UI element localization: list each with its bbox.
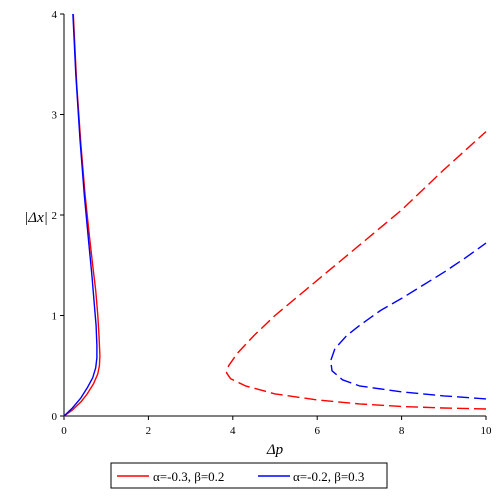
x-tick-label: 8 — [399, 425, 405, 437]
y-tick-label: 1 — [52, 311, 58, 323]
y-tick-label: 0 — [52, 411, 58, 423]
legend-label-series-1: α=-0.3, β=0.2 — [153, 469, 224, 484]
series-2-dashed-curve — [330, 242, 487, 400]
curves — [63, 13, 487, 417]
x-tick-label: 2 — [146, 425, 152, 437]
plot-area: 0 2 4 6 8 10 0 1 2 3 4 — [52, 9, 493, 437]
x-tick-label: 4 — [230, 425, 236, 437]
x-tick-label: 10 — [481, 425, 493, 437]
x-tick-label: 6 — [314, 425, 320, 437]
y-ticks: 0 1 2 3 4 — [52, 9, 64, 423]
y-tick-label: 4 — [52, 9, 58, 21]
y-tick-label: 3 — [52, 110, 58, 122]
y-axis-label: |Δx| — [24, 210, 48, 226]
series-2-solid-curve — [63, 13, 98, 417]
series-1-dashed-curve — [225, 131, 487, 410]
legend-label-series-2: α=-0.2, β=0.3 — [293, 469, 364, 484]
legend-box — [110, 462, 388, 489]
x-axis-label: Δp — [266, 442, 284, 458]
y-tick-label: 2 — [52, 210, 58, 222]
x-tick-label: 0 — [61, 425, 67, 437]
legend: α=-0.3, β=0.2 α=-0.2, β=0.3 — [110, 462, 388, 489]
x-ticks: 0 2 4 6 8 10 — [61, 416, 492, 437]
series-1-solid-curve — [63, 13, 101, 417]
